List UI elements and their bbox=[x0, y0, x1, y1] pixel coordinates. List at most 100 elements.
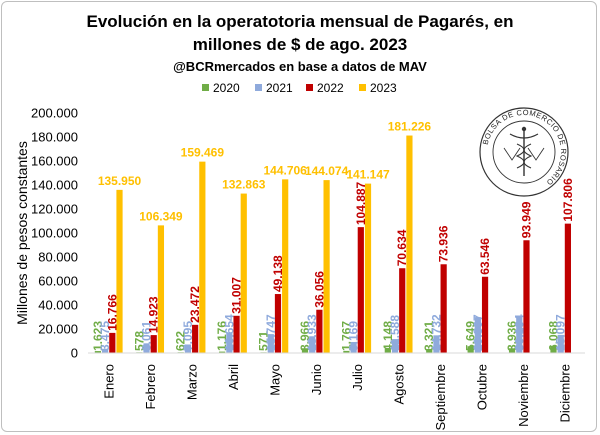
legend-swatch bbox=[306, 84, 313, 91]
data-label: 181.226 bbox=[388, 120, 432, 134]
data-label: 1.623 bbox=[91, 321, 105, 351]
data-label: 135.950 bbox=[98, 174, 142, 188]
bar bbox=[102, 348, 109, 353]
data-label: 144.074 bbox=[305, 164, 349, 178]
bar bbox=[267, 334, 274, 353]
data-label: 622 bbox=[174, 331, 188, 351]
bar bbox=[150, 335, 157, 353]
bar bbox=[157, 225, 165, 353]
data-label: 141.147 bbox=[346, 168, 390, 182]
data-label: 159.469 bbox=[181, 146, 225, 160]
y-axis-title: Millones de pesos constantes bbox=[14, 141, 30, 325]
bar bbox=[357, 227, 364, 353]
y-tick-label: 0 bbox=[71, 346, 78, 361]
chart-title-line-2: millones de $ de ago. 2023 bbox=[193, 35, 407, 54]
data-label: 31.007 bbox=[230, 277, 244, 314]
y-tick-label: 100.000 bbox=[31, 226, 78, 241]
bar bbox=[433, 335, 440, 353]
data-label: 1.176 bbox=[215, 321, 229, 351]
data-label: 107.806 bbox=[561, 178, 575, 222]
data-label: 30.194 bbox=[512, 314, 526, 351]
data-label: 9.169 bbox=[347, 321, 361, 351]
bar bbox=[109, 332, 116, 353]
data-label: 106.349 bbox=[139, 209, 183, 223]
data-label: 49.138 bbox=[271, 255, 285, 292]
chart-subtitle: @BCRmercados en base a datos de MAV bbox=[173, 59, 427, 74]
legend-label: 2023 bbox=[370, 81, 397, 95]
bar bbox=[523, 240, 530, 353]
bar bbox=[184, 344, 192, 353]
data-label: 3.475 bbox=[98, 321, 112, 351]
data-label: 11.588 bbox=[388, 315, 402, 351]
y-tick-label: 120.000 bbox=[31, 202, 78, 217]
data-label: 578 bbox=[132, 331, 146, 351]
bar bbox=[440, 264, 447, 353]
data-label: 15.097 bbox=[554, 314, 568, 351]
bar bbox=[399, 268, 406, 353]
y-tick-label: 60.000 bbox=[38, 274, 78, 289]
data-label: 23.472 bbox=[188, 286, 202, 323]
legend: 2020 2021 2022 2023 bbox=[202, 81, 397, 95]
bar bbox=[343, 350, 350, 353]
y-tick-label: 160.000 bbox=[31, 154, 78, 169]
bars bbox=[88, 135, 585, 354]
bcr-seal-logo: BOLSA DE COMERCIO DE ROSARIO bbox=[479, 107, 569, 197]
x-axis-categories: Enero Febrero Marzo Abril Mayo Junio Julio Agos… bbox=[102, 364, 573, 431]
y-axis-ticks: 0 20.000 40.000 60.000 80.000 100.000 120.000 1… bbox=[31, 106, 78, 361]
x-category-label: Septiembre bbox=[433, 364, 448, 430]
data-label: 144.706 bbox=[263, 163, 307, 177]
data-label: 3.966 bbox=[298, 321, 312, 351]
data-label: 14.732 bbox=[429, 314, 443, 351]
data-label: 8.061 bbox=[140, 321, 154, 351]
bar bbox=[219, 351, 226, 353]
legend-label: 2022 bbox=[317, 81, 344, 95]
x-category-label: Octubre bbox=[474, 364, 489, 410]
bar bbox=[233, 315, 240, 353]
x-category-label: Noviembre bbox=[516, 364, 531, 427]
bar bbox=[192, 324, 199, 353]
chart-title-line-1: Evolución en la operatotoria mensual de … bbox=[86, 12, 513, 31]
x-category-label: Marzo bbox=[185, 364, 200, 400]
data-label: 3.321 bbox=[422, 321, 436, 351]
data-label: 15.747 bbox=[264, 314, 278, 351]
bar bbox=[309, 336, 316, 353]
legend-label: 2020 bbox=[213, 81, 240, 95]
x-category-label: Enero bbox=[102, 364, 117, 399]
data-label: 73.936 bbox=[437, 225, 451, 262]
bar bbox=[481, 276, 489, 353]
y-tick-label: 20.000 bbox=[38, 322, 78, 337]
y-tick-label: 80.000 bbox=[38, 250, 78, 265]
data-label: 6.068 bbox=[546, 321, 560, 351]
bar bbox=[301, 348, 309, 353]
data-label: 104.887 bbox=[354, 181, 368, 225]
bar bbox=[364, 183, 372, 353]
y-tick-label: 200.000 bbox=[31, 106, 78, 121]
legend-swatch bbox=[359, 84, 366, 91]
data-label: 7.095 bbox=[181, 321, 195, 351]
legend-swatch bbox=[202, 84, 209, 91]
bar bbox=[274, 294, 282, 353]
bar bbox=[323, 180, 330, 353]
bar bbox=[282, 179, 289, 353]
data-label: 29.897 bbox=[471, 314, 485, 351]
data-label: 13.933 bbox=[305, 314, 319, 351]
bar bbox=[116, 189, 123, 353]
bar bbox=[564, 223, 571, 353]
bar bbox=[226, 333, 233, 353]
data-label: 3.936 bbox=[505, 321, 519, 351]
bar bbox=[316, 309, 323, 353]
bar bbox=[199, 161, 206, 353]
data-label: 93.949 bbox=[519, 201, 533, 238]
y-tick-label: 40.000 bbox=[38, 298, 78, 313]
x-category-label: Julio bbox=[350, 364, 365, 391]
data-label: 14.923 bbox=[147, 296, 161, 333]
x-category-label: Junio bbox=[309, 364, 324, 395]
bar bbox=[474, 317, 481, 353]
x-category-label: Agosto bbox=[392, 364, 407, 404]
bar bbox=[557, 334, 564, 353]
legend-swatch bbox=[255, 84, 262, 91]
bar bbox=[508, 348, 516, 353]
